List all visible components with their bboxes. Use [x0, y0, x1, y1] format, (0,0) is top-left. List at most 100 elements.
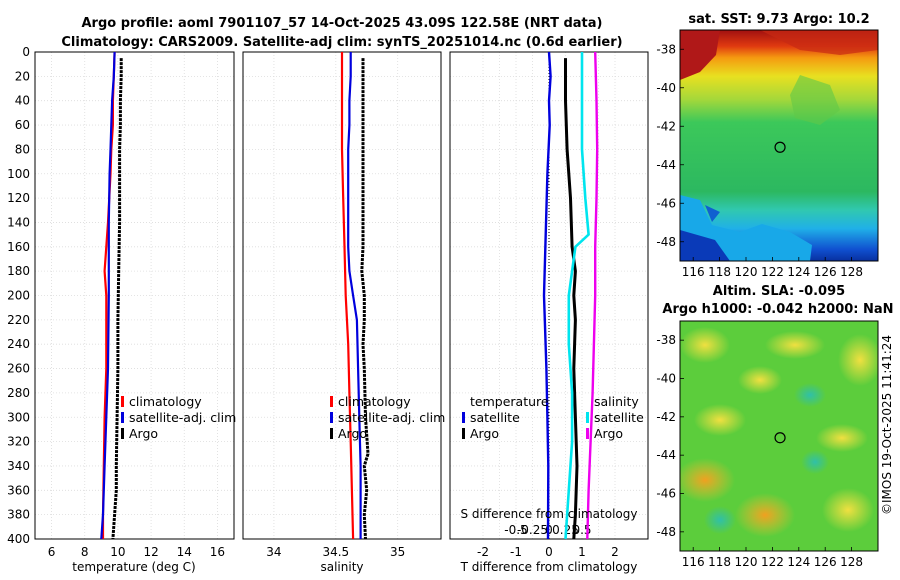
- lon-tick-label: 128: [840, 555, 863, 569]
- sst-coldest-water: [680, 230, 730, 261]
- depth-tick-label: 160: [7, 240, 30, 254]
- lat-tick-label: -42: [656, 119, 676, 133]
- temperature-difference-legend: temperature satellite Argo: [462, 394, 549, 441]
- depth-tick-label: 320: [7, 435, 30, 449]
- lon-tick-label: 118: [708, 555, 731, 569]
- lat-tick-label: -48: [656, 525, 676, 539]
- depth-tick-label: 180: [7, 264, 30, 278]
- series-line-satellite-adj-clim: [347, 52, 362, 539]
- legend-heading-salinity: salinity: [594, 394, 639, 409]
- depth-tick-label: 400: [7, 532, 30, 546]
- x-tick-label: 12: [143, 545, 158, 559]
- sla-map-title-line1: Altim. SLA: -0.095: [713, 284, 845, 299]
- series-line-argo: [360, 58, 370, 540]
- salinity-grid: [243, 51, 441, 540]
- lat-tick-label: -40: [656, 372, 676, 386]
- depth-tick-labels: 0 20 40 60 80 100 120 140 160 180 200 220 240 260 280 3…: [7, 45, 30, 546]
- depth-tick-label: 240: [7, 337, 30, 351]
- lon-tick-label: 126: [814, 265, 837, 279]
- temperature-axes-box: [34, 51, 235, 540]
- difference-panel: -2 -1 0 1 2 -0.5-0.250 0.250.5 T difference f…: [449, 51, 649, 574]
- x-tick-label: 6: [48, 545, 56, 559]
- series-line-t-satellite: [542, 51, 552, 540]
- x-tick-label: 0: [545, 545, 553, 559]
- x-tick-label: 34.5: [322, 545, 349, 559]
- series-line-climatology: [340, 52, 355, 540]
- legend-label-climatology: climatology: [129, 394, 202, 409]
- sla-lon-tick-labels: 116 118 120 122 124 126 128: [682, 547, 863, 569]
- temperature-panel: 0 20 40 60 80 100 120 140 160 180 200 220 240 260 280 3…: [7, 45, 236, 574]
- sst-warm-patch: [760, 30, 878, 55]
- sla-low-anomaly: [704, 506, 736, 534]
- lon-tick-label: 122: [761, 265, 784, 279]
- temperature-series: [100, 51, 123, 540]
- legend-marker-climatology: [121, 396, 124, 407]
- series-line-satellite-adj-clim: [100, 51, 116, 540]
- x-tick-label: 34: [266, 545, 281, 559]
- difference-tick-labels: -2 -1 0 1 2: [477, 545, 619, 559]
- sst-warm-patch: [680, 30, 720, 80]
- s-tick-label: -0.5: [504, 523, 527, 537]
- figure-title-line2: Climatology: CARS2009. Satellite-adj cli…: [61, 35, 622, 50]
- lat-tick-label: -46: [656, 196, 676, 210]
- x-tick-label: 1: [578, 545, 586, 559]
- legend-marker-satellite: [121, 412, 124, 423]
- legend-marker-climatology: [330, 396, 333, 407]
- x-tick-label: 10: [110, 545, 125, 559]
- sla-high-anomaly: [838, 334, 878, 386]
- depth-tick-label: 20: [15, 69, 30, 83]
- salinity-panel: 34 34.5 35 salinity climatology satellite-…: [242, 51, 445, 574]
- salinity-legend: climatology satellite-adj. clim Argo: [330, 394, 445, 441]
- sst-field: [680, 30, 878, 261]
- depth-tick-label: 280: [7, 386, 30, 400]
- sla-high-anomaly: [735, 493, 795, 537]
- sla-high-anomaly: [694, 404, 746, 436]
- legend-marker-s-argo: [586, 428, 589, 439]
- depth-tick-label: 100: [7, 167, 30, 181]
- sla-low-anomaly: [801, 450, 829, 474]
- lat-tick-label: -42: [656, 410, 676, 424]
- x-tick-label: 14: [177, 545, 192, 559]
- depth-tick-label: 80: [15, 142, 30, 156]
- series-line-s-satellite: [564, 52, 590, 540]
- x-tick-label: 16: [210, 545, 225, 559]
- lat-tick-label: -40: [656, 81, 676, 95]
- salinity-series: [340, 52, 370, 540]
- sst-gradient-field: [680, 30, 878, 261]
- difference-series: [542, 51, 599, 540]
- sst-cold-water: [705, 205, 720, 222]
- x-tick-label: 8: [81, 545, 89, 559]
- sla-map: Altim. SLA: -0.095 Argo h1000: -0.042 h2…: [656, 284, 893, 569]
- legend-label-climatology: climatology: [338, 394, 411, 409]
- lat-tick-label: -46: [656, 487, 676, 501]
- depth-tick-label: 40: [15, 94, 30, 108]
- lon-tick-label: 116: [682, 265, 705, 279]
- lat-tick-label: -44: [656, 158, 676, 172]
- depth-tick-label: 140: [7, 215, 30, 229]
- sla-field: [680, 321, 878, 551]
- depth-tick-label: 360: [7, 483, 30, 497]
- imos-timestamp-watermark: ©IMOS 19-Oct-2025 11:41:24: [880, 335, 894, 515]
- sla-high-anomaly: [680, 458, 735, 502]
- lon-tick-label: 124: [787, 265, 810, 279]
- legend-heading-temperature: temperature: [470, 394, 549, 409]
- salinity-xlabel: salinity: [320, 560, 363, 574]
- sla-high-anomaly: [680, 327, 730, 363]
- figure-title-line1: Argo profile: aoml 7901107_57 14-Oct-202…: [82, 16, 603, 31]
- sst-lon-tick-labels: 116 118 120 122 124 126 128: [682, 257, 863, 279]
- lat-tick-label: -38: [656, 42, 676, 56]
- salinity-difference-legend: salinity satellite Argo: [586, 394, 644, 441]
- sla-map-title-line2: Argo h1000: -0.042 h2000: NaN: [662, 302, 893, 317]
- legend-label-satellite: satellite-adj. clim: [338, 410, 445, 425]
- depth-tick-label: 200: [7, 289, 30, 303]
- temperature-xlabel: temperature (deg C): [72, 560, 195, 574]
- legend-label-argo: Argo: [338, 426, 367, 441]
- t-difference-xlabel: T difference from climatology: [460, 560, 638, 574]
- temperature-tick-labels: 6 8 10 12 14 16: [48, 545, 225, 559]
- sla-low-anomaly: [794, 383, 826, 407]
- argo-position-marker: [774, 432, 786, 444]
- sla-high-anomaly: [738, 366, 782, 394]
- lon-tick-label: 122: [761, 555, 784, 569]
- legend-label-satellite: satellite-adj. clim: [129, 410, 236, 425]
- x-tick-label: 35: [390, 545, 405, 559]
